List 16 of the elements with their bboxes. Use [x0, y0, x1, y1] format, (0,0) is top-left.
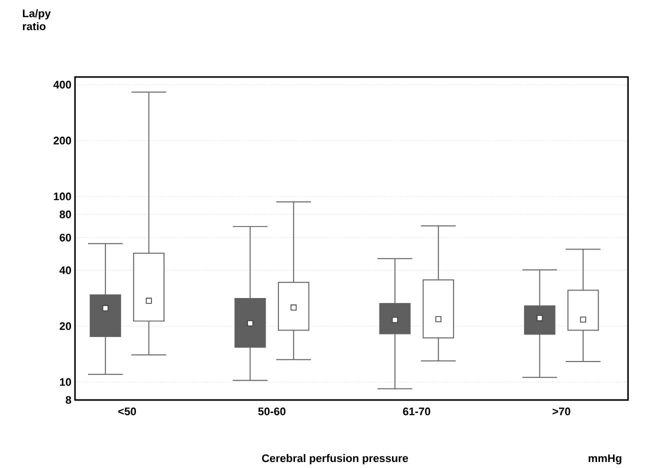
y-tick-label: 100: [54, 192, 72, 200]
x-tick-label: 50-60: [258, 408, 286, 416]
x-tick-label: >70: [552, 408, 570, 416]
y-tick-label: 200: [54, 136, 72, 145]
y-tick-label: 60: [60, 234, 72, 242]
y-axis-title: La/py ratio: [22, 9, 51, 30]
x-tick-label: <50: [118, 408, 136, 416]
y-tick-label: 80: [60, 210, 72, 218]
y-tick-label: 40: [59, 266, 72, 274]
x-axis-title: Cerebral perfusion pressure: [262, 454, 408, 464]
y-tick-label: 400: [53, 80, 72, 89]
y-tick-label: 20: [60, 322, 72, 330]
text: mmHg: [588, 454, 622, 464]
x-tick-label: 61-70: [403, 408, 430, 416]
y-tick-label: 8: [66, 396, 72, 404]
y-tick-label: 10: [60, 378, 72, 386]
